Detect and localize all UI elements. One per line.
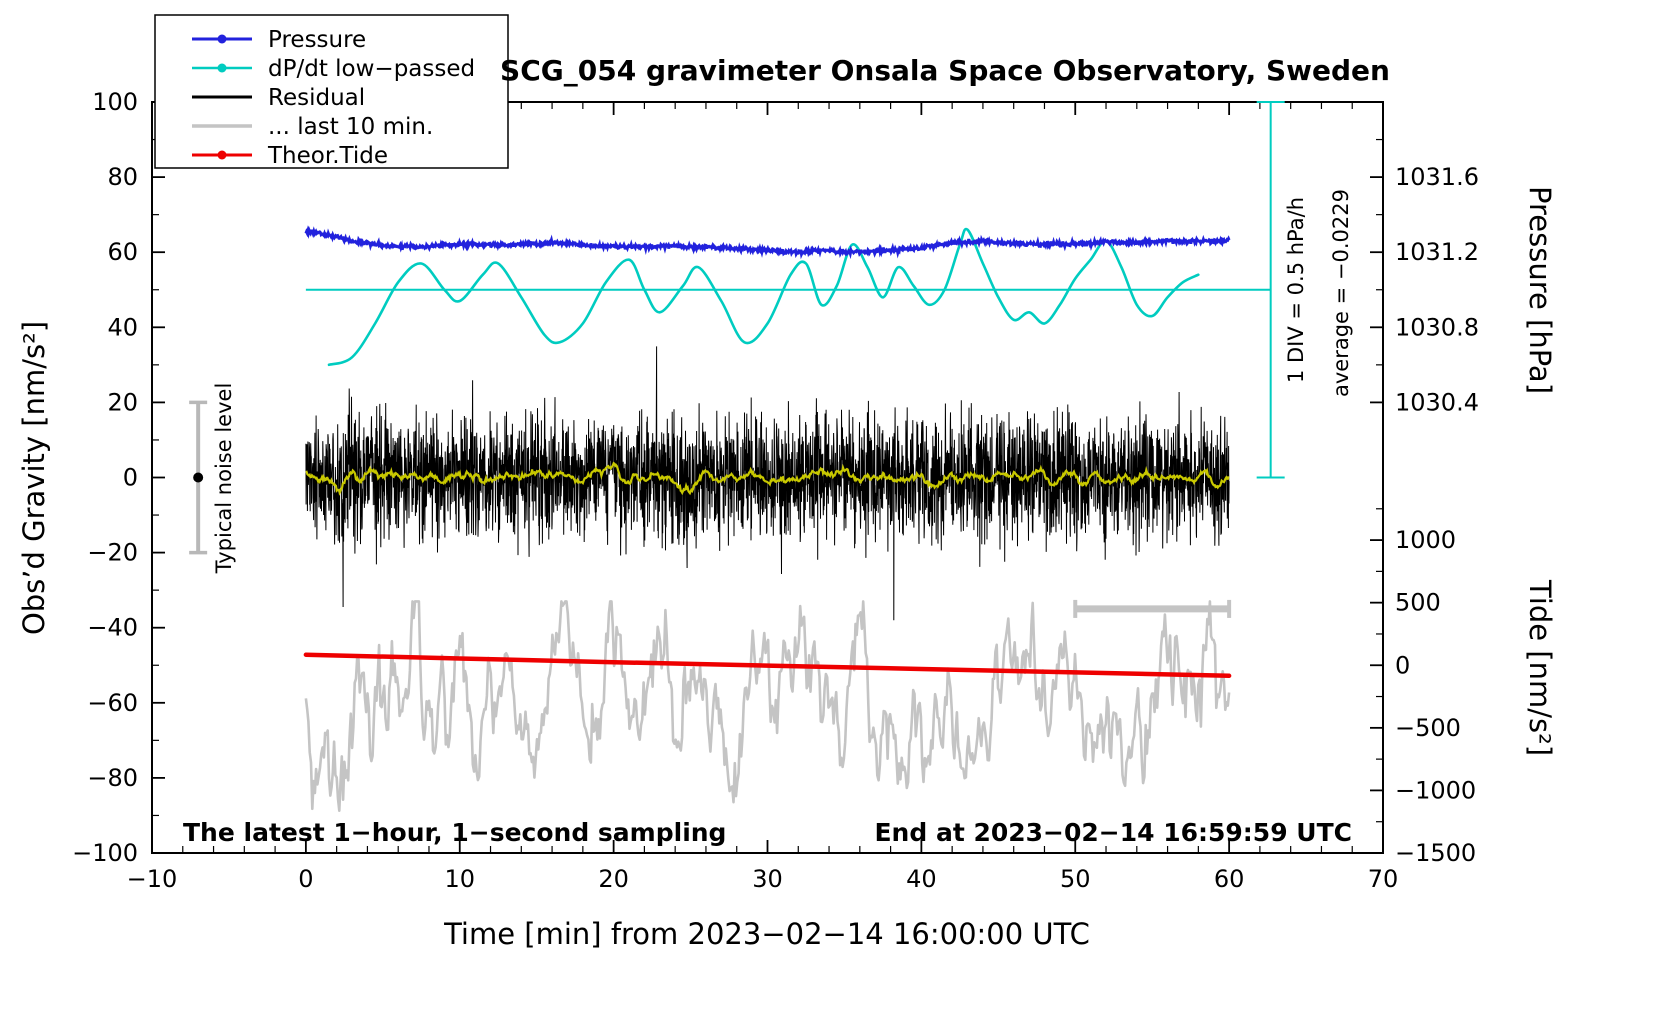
y-tick-label: 40 (107, 313, 138, 341)
y-tick-label: 80 (107, 163, 138, 191)
pressure-tick-label: 1030.4 (1395, 388, 1479, 416)
legend-item-label: dP/dt low−passed (268, 56, 475, 82)
tide-tick-label: −500 (1395, 714, 1461, 742)
div-scale-label: 1 DIV = 0.5 hPa/h (1284, 197, 1308, 383)
legend-item-label: Theor.Tide (267, 143, 388, 169)
legend-item: Residual (192, 85, 365, 111)
y-tick-label: −20 (87, 539, 138, 567)
legend: Pressure dP/dt low−passed Residual ... last… (154, 14, 509, 169)
y-tick-label: 60 (107, 238, 138, 266)
sampling-note: The latest 1−hour, 1−second sampling (183, 818, 726, 847)
y-tick-label: 0 (123, 464, 138, 492)
tide-tick-label: −1500 (1395, 839, 1476, 867)
pressure-tick-label: 1030.8 (1395, 313, 1479, 341)
y-axis-label-gravity: Obs’d Gravity [nm/s²] (17, 321, 51, 635)
legend-item-label: Pressure (268, 27, 366, 53)
x-tick-label: 20 (598, 865, 629, 893)
tide-tick-label: −1000 (1395, 776, 1476, 804)
end-time-note: End at 2023−02−14 16:59:59 UTC (874, 818, 1352, 847)
legend-dot-swatch (217, 63, 227, 73)
axes-frame: −10 0 10 20 30 40 50 60 70−100−80−60−40−20020406… (72, 88, 1479, 893)
legend-item: ... last 10 min. (192, 114, 433, 140)
tide-tick-label: 500 (1395, 589, 1441, 617)
x-tick-label: 40 (906, 865, 937, 893)
x-axis-label: Time [min] from 2023−02−14 16:00:00 UTC (443, 917, 1090, 951)
pressure-tick-label: 1031.2 (1395, 238, 1479, 266)
y-axis-label-pressure: Pressure [hPa] (1523, 186, 1557, 394)
series-layer (303, 225, 1271, 812)
series-last10min (304, 600, 1231, 812)
x-tick-label: 60 (1214, 865, 1245, 893)
y-tick-label: 100 (92, 88, 138, 116)
x-tick-label: −10 (127, 865, 178, 893)
series-dpdt-lowpassed (327, 227, 1200, 367)
y-axis-label-tide: Tide [nm/s²] (1523, 579, 1557, 756)
average-label: average = −0.0229 (1329, 189, 1353, 397)
legend-item-label: Residual (268, 85, 365, 111)
x-tick-label: 70 (1368, 865, 1399, 893)
x-tick-label: 10 (444, 865, 475, 893)
legend-item: Theor.Tide (192, 143, 388, 169)
annotations-layer (189, 101, 1285, 618)
series-residual-smoothed (305, 461, 1230, 496)
noise-level-dot (193, 472, 204, 483)
legend-dot-swatch (217, 34, 227, 44)
y-tick-label: −80 (87, 764, 138, 792)
series-pressure (304, 225, 1231, 260)
x-tick-label: 0 (298, 865, 313, 893)
x-tick-label: 50 (1060, 865, 1091, 893)
chart-title: SCG_054 gravimeter Onsala Space Observat… (500, 54, 1390, 87)
tide-tick-label: 0 (1395, 651, 1410, 679)
series-residual (305, 346, 1230, 621)
legend-item: Pressure (192, 27, 366, 53)
legend-item: dP/dt low−passed (192, 56, 475, 82)
legend-item-label: ... last 10 min. (268, 114, 433, 140)
y-tick-label: −100 (72, 839, 138, 867)
y-tick-label: 20 (107, 388, 138, 416)
noise-level-label: Typical noise level (212, 383, 236, 575)
series-theor-tide (303, 652, 1232, 679)
pressure-tick-label: 1031.6 (1395, 163, 1479, 191)
y-tick-label: −40 (87, 614, 138, 642)
tide-tick-label: 1000 (1395, 526, 1456, 554)
x-tick-label: 30 (752, 865, 783, 893)
legend-dot-swatch (217, 150, 227, 160)
y-tick-label: −60 (87, 689, 138, 717)
